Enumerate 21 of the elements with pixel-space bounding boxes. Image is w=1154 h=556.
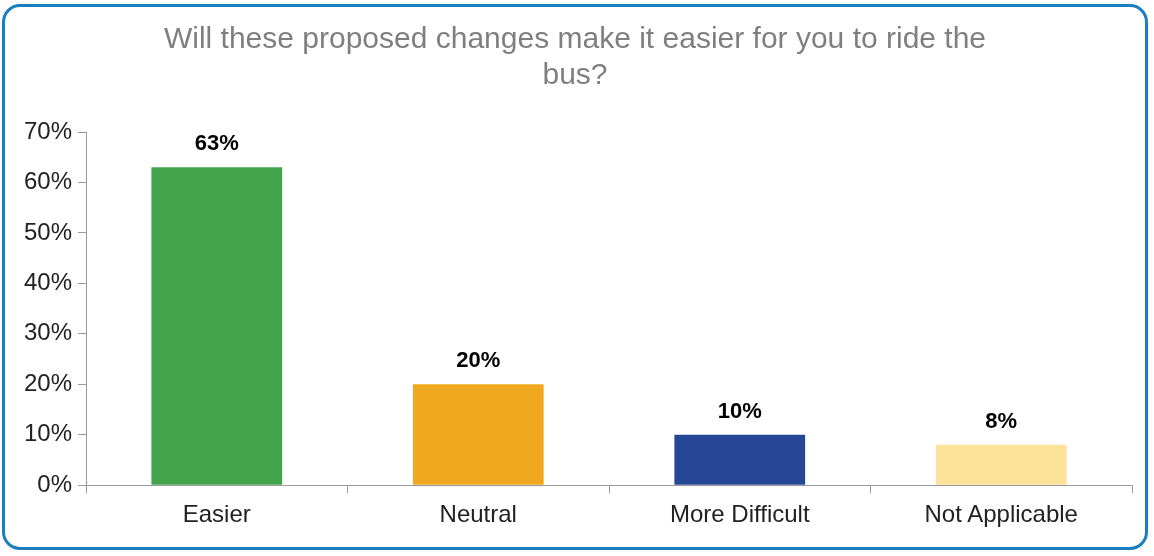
y-tick-label: 30% [23,318,73,346]
x-tick-label: Easier [182,500,251,528]
bar [151,167,283,485]
data-label: 10% [717,397,762,423]
y-tick-label: 60% [23,167,73,195]
y-tick-label: 10% [23,419,73,447]
x-tick-label: Not Applicable [924,500,1078,528]
y-tick-label: 20% [23,368,73,396]
data-label: 8% [985,407,1018,433]
chart-title: Will these proposed changes make it easier for you to ride the bus? [163,21,987,91]
y-tick-label: 50% [23,217,73,245]
x-tick-label: More Difficult [669,500,810,528]
bar [674,434,806,485]
data-label: 20% [456,347,501,373]
y-tick-label: 70% [23,116,73,144]
y-tick-label: 40% [23,268,73,295]
y-tick-label: 0% [37,469,73,497]
bar [412,384,544,485]
bar [935,444,1067,485]
x-tick-label: Neutral [439,500,517,528]
data-label: 63% [194,130,239,156]
